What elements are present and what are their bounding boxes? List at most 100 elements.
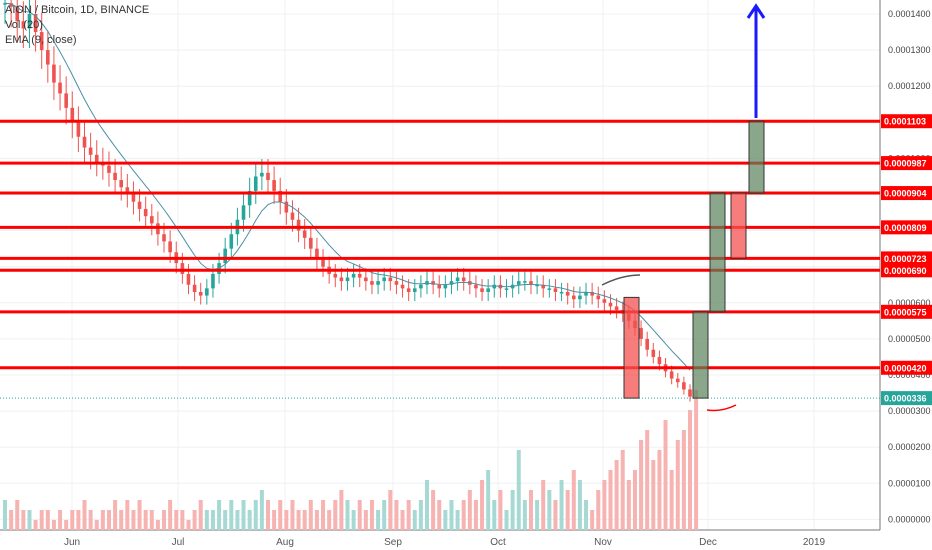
candle-body [651, 349, 656, 357]
x-tick-label: Oct [490, 537, 506, 548]
volume-bar [376, 510, 381, 530]
candle-body [480, 288, 484, 292]
candle-body [70, 107, 75, 123]
candle-body [584, 291, 588, 296]
projection-box [748, 120, 765, 194]
volume-bar [406, 500, 411, 530]
candle-body [27, 14, 32, 29]
volume-bar [388, 490, 393, 530]
volume-bar [223, 510, 228, 530]
candle-body [21, 21, 26, 29]
trend-curve [601, 274, 641, 286]
candle-body [39, 32, 44, 51]
volume-bar [486, 470, 491, 530]
level-price-label: 0.0000420 [884, 363, 927, 373]
volume-indicator-label[interactable]: Vol (20) [5, 19, 43, 31]
volume-bar [418, 500, 423, 530]
volume-bar [327, 510, 332, 530]
volume-bar [27, 510, 32, 530]
volume-bar [64, 520, 69, 530]
volume-bar [137, 500, 142, 530]
bottom-curve [706, 404, 737, 412]
candle-body [58, 82, 62, 94]
candle-body [669, 371, 674, 379]
volume-bar [559, 480, 564, 530]
candle-body [345, 277, 350, 282]
volume-bar [272, 510, 277, 530]
candle-body [9, 3, 13, 7]
candle-body [278, 190, 283, 202]
y-tick-label: 0.0000300 [888, 406, 931, 416]
candle-body [296, 219, 301, 231]
candle-body [388, 277, 393, 282]
candle-body [370, 281, 374, 285]
candle-body [357, 273, 362, 278]
volume-bar [473, 500, 478, 530]
candle-body [578, 295, 582, 300]
y-tick-label: 0.0000100 [888, 478, 931, 488]
volume-bar [663, 420, 668, 530]
candle-body [339, 277, 344, 282]
candle-body [119, 180, 124, 188]
projection-box [692, 311, 709, 399]
candle-body [614, 306, 619, 311]
volume-bar [302, 510, 307, 530]
candle-body [52, 64, 56, 83]
volume-bar [278, 500, 283, 530]
level-price-tag [881, 220, 932, 235]
candle-body [504, 288, 509, 290]
volume-bar [131, 510, 136, 530]
candle-body [364, 277, 368, 282]
candle-body [107, 165, 111, 173]
volume-bar [82, 500, 87, 530]
level-price-tag [881, 304, 932, 319]
candle-body [3, 3, 7, 5]
candle-body [15, 6, 20, 22]
volume-bar [596, 490, 601, 530]
candle-body [682, 382, 686, 390]
x-tick-label: Sep [384, 537, 402, 548]
y-tick-label: 0.0000200 [888, 442, 931, 452]
candle-body [149, 216, 154, 224]
volume-bar [113, 500, 118, 530]
y-tick-label: 0.0000600 [888, 298, 931, 308]
volume-bar [155, 520, 160, 530]
volume-bar [590, 510, 595, 530]
volume-bar [626, 480, 631, 530]
volume-bar [100, 510, 105, 530]
volume-bar [522, 500, 527, 530]
candle-body [449, 281, 454, 285]
last-price-label: 0.0000336 [884, 394, 927, 404]
ema-indicator-label[interactable]: EMA (9, close) [5, 34, 77, 46]
candle-body [241, 205, 246, 220]
volume-bar [180, 510, 185, 530]
level-price-tag [881, 156, 932, 171]
candle-body [443, 284, 448, 289]
candle-body [596, 295, 601, 300]
volume-bar [425, 480, 430, 530]
candle-body [437, 284, 442, 289]
level-price-label: 0.0001103 [884, 117, 926, 127]
candle-body [266, 172, 270, 181]
candle-body [602, 299, 607, 303]
volume-bar [119, 510, 124, 530]
volume-bar [76, 510, 81, 530]
candle-body [260, 172, 264, 177]
candle-body [315, 248, 319, 260]
candle-body [529, 281, 533, 285]
volume-bar [547, 490, 552, 530]
volume-bar [284, 510, 289, 530]
volume-bar [321, 500, 326, 530]
volume-bar [455, 510, 460, 530]
volume-bar [584, 500, 589, 530]
candle-body [321, 259, 325, 267]
candle-body [394, 281, 399, 285]
volume-bar [669, 470, 674, 530]
volume-bar [229, 500, 234, 530]
x-tick-label: Jun [64, 537, 80, 548]
candle-body [33, 14, 38, 33]
candle-body [180, 263, 185, 274]
candle-body [382, 277, 386, 282]
y-tick-label: 0.0000000 [888, 514, 931, 524]
